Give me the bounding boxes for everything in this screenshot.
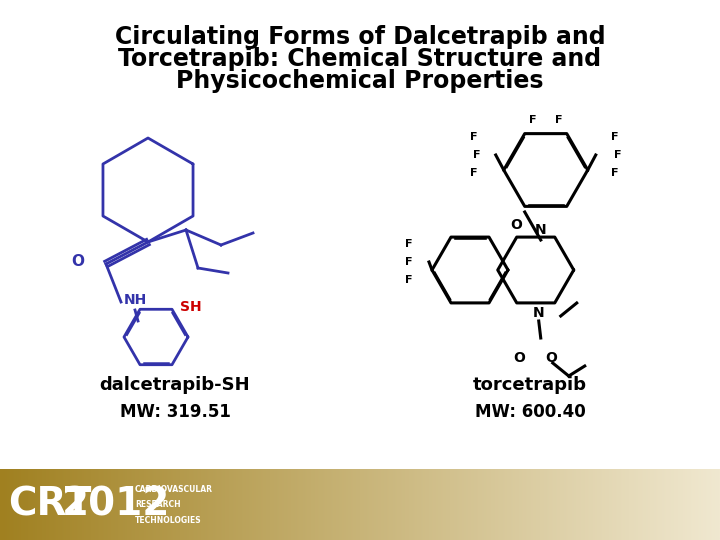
Text: Circulating Forms of Dalcetrapib and: Circulating Forms of Dalcetrapib and bbox=[114, 25, 606, 49]
Text: TECHNOLOGIES: TECHNOLOGIES bbox=[135, 516, 202, 525]
Text: F: F bbox=[405, 275, 413, 285]
Text: RESEARCH: RESEARCH bbox=[135, 501, 181, 509]
Text: N: N bbox=[533, 306, 544, 320]
Text: NH: NH bbox=[123, 293, 147, 307]
Text: F: F bbox=[614, 150, 621, 160]
Text: F: F bbox=[405, 239, 413, 249]
Text: SH: SH bbox=[180, 300, 202, 314]
Text: MW: 600.40: MW: 600.40 bbox=[474, 403, 585, 421]
Text: CRT: CRT bbox=[8, 486, 91, 524]
Text: O: O bbox=[513, 351, 525, 365]
Text: 2012: 2012 bbox=[62, 486, 171, 524]
Text: F: F bbox=[611, 168, 618, 178]
Text: Physicochemical Properties: Physicochemical Properties bbox=[176, 69, 544, 93]
Text: CARDIOVASCULAR: CARDIOVASCULAR bbox=[135, 485, 213, 494]
Text: F: F bbox=[611, 132, 618, 142]
Text: O: O bbox=[71, 254, 84, 269]
Text: dalcetrapib-SH: dalcetrapib-SH bbox=[99, 376, 251, 394]
Text: F: F bbox=[473, 150, 480, 160]
Text: MW: 319.51: MW: 319.51 bbox=[120, 403, 230, 421]
Text: F: F bbox=[555, 114, 562, 125]
Text: O: O bbox=[510, 218, 522, 232]
Text: F: F bbox=[529, 114, 536, 125]
Text: N: N bbox=[535, 223, 546, 237]
Text: Torcetrapib: Chemical Structure and: Torcetrapib: Chemical Structure and bbox=[118, 47, 602, 71]
Text: O: O bbox=[545, 351, 557, 365]
Text: F: F bbox=[405, 257, 413, 267]
Text: F: F bbox=[470, 168, 477, 178]
Text: torcetrapib: torcetrapib bbox=[473, 376, 587, 394]
Text: F: F bbox=[470, 132, 477, 142]
